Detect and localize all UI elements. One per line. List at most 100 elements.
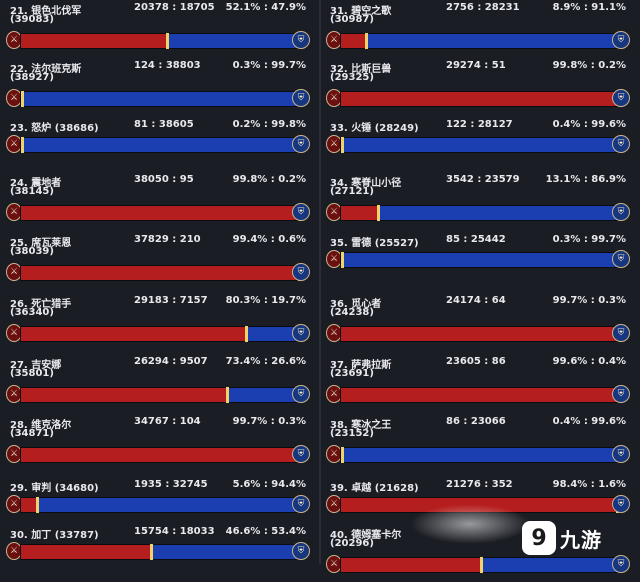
faction-percentages: 46.6% : 53.4% (225, 526, 306, 537)
server-entry: 29. 审判 (34680) 1935 : 32745 5.6% : 94.4% ⚔ ⛨ (6, 477, 314, 535)
server-name-text: 雷德 (351, 238, 372, 249)
server-name-text: 寒脊山小径 (351, 178, 402, 189)
server-name: 39. 卓越 (21628) (330, 479, 419, 494)
horde-share-fill (21, 34, 167, 48)
faction-percentages: 99.4% : 0.6% (232, 234, 306, 245)
server-name-text: 震地者 (31, 178, 62, 189)
alliance-icon: ⛨ (612, 135, 630, 153)
server-rank: 30. (10, 530, 28, 541)
watermark-logo-icon: 9 (522, 521, 556, 555)
ratio-marker (150, 544, 154, 560)
faction-percentages: 0.4% : 99.6% (552, 119, 626, 130)
ratio-marker (480, 557, 483, 573)
watermark-text: 九游 (560, 527, 602, 552)
server-name-text: 银色北伐军 (31, 6, 82, 17)
server-name-text: 觅心者 (351, 299, 382, 310)
server-name-text: 怒炉 (31, 123, 52, 134)
alliance-icon: ⛨ (612, 385, 630, 403)
faction-ratio-bar (340, 205, 622, 221)
faction-percentages: 52.1% : 47.9% (225, 2, 306, 13)
ratio-marker (341, 137, 345, 153)
server-population: (38927) (10, 72, 54, 83)
faction-counts: 15754 : 18033 (134, 526, 215, 537)
alliance-icon: ⛨ (292, 263, 310, 281)
alliance-icon: ⛨ (292, 542, 310, 560)
faction-ratio-bar (340, 252, 622, 268)
faction-ratio-bar (20, 497, 302, 513)
right-column: 31. 碧空之歌 (30987) 2756 : 28231 8.9% : 91.1% ⚔… (320, 0, 640, 573)
faction-percentages: 5.6% : 94.4% (232, 479, 306, 490)
server-name: 35. 雷德 (25527) (330, 234, 419, 249)
alliance-icon: ⛨ (292, 203, 310, 221)
faction-percentages: 73.4% : 26.6% (225, 356, 306, 367)
server-population: (38145) (10, 186, 54, 197)
faction-counts: 85 : 25442 (446, 234, 506, 245)
server-rank: 29. (10, 483, 28, 494)
server-name-text: 死亡猎手 (31, 299, 72, 310)
faction-percentages: 98.4% : 1.6% (552, 479, 626, 490)
watermark-glow (410, 504, 530, 544)
server-name: 36. 觅心者 (330, 295, 381, 310)
server-rank: 27. (10, 360, 28, 371)
server-name: 25. 席瓦莱恩 (10, 234, 71, 249)
server-population: (39083) (10, 14, 54, 25)
ratio-marker (20, 137, 24, 153)
faction-ratio-bar (20, 544, 302, 560)
server-population: (35801) (10, 368, 54, 379)
alliance-icon: ⛨ (612, 445, 630, 463)
server-entry: 26. 死亡猎手 (36340) 29183 : 7157 80.3% : 19.7%… (6, 293, 314, 351)
faction-counts: 23605 : 86 (446, 356, 506, 367)
faction-percentages: 0.2% : 99.8% (232, 119, 306, 130)
server-entry: 21. 银色北伐军 (39083) 20378 : 18705 52.1% : 47.… (6, 0, 314, 58)
server-rank: 22. (10, 64, 28, 75)
faction-ratio-bar (340, 137, 622, 153)
faction-counts: 24174 : 64 (446, 295, 506, 306)
server-name-text: 德姆塞卡尔 (351, 530, 402, 541)
alliance-icon: ⛨ (292, 31, 310, 49)
faction-percentages: 99.7% : 0.3% (552, 295, 626, 306)
server-name-text: 比斯巨兽 (351, 64, 392, 75)
faction-percentages: 0.4% : 99.6% (552, 416, 626, 427)
server-entry: 32. 比斯巨兽 (29325) 29274 : 51 99.8% : 0.2% ⚔ ⛨ (326, 58, 634, 116)
horde-share-fill (341, 327, 621, 341)
server-name-text: 吉安娜 (31, 360, 62, 371)
server-population: (20296) (330, 538, 374, 549)
ratio-marker (340, 252, 344, 268)
horde-share-fill (21, 266, 300, 280)
faction-counts: 21276 : 352 (446, 479, 513, 490)
server-rank: 26. (10, 299, 28, 310)
server-rank: 36. (330, 299, 348, 310)
horde-share-fill (341, 388, 620, 402)
server-rank: 37. (330, 360, 348, 371)
server-entry: 24. 震地者 (38145) 38050 : 95 99.8% : 0.2% ⚔ ⛨ (6, 172, 314, 230)
faction-ratio-bar (20, 91, 302, 107)
horde-share-fill (341, 206, 378, 220)
server-population: (34871) (10, 428, 54, 439)
alliance-icon: ⛨ (612, 250, 630, 268)
server-rank: 25. (10, 238, 28, 249)
server-population: (23691) (330, 368, 374, 379)
server-rank: 23. (10, 123, 28, 134)
server-entry: 38. 寒冰之王 (23152) 86 : 23066 0.4% : 99.6% ⚔ ⛨ (326, 414, 634, 472)
ratio-marker (35, 497, 39, 513)
server-rank: 28. (10, 420, 28, 431)
server-entry: 33. 火锤 (28249) 122 : 28127 0.4% : 99.6% ⚔ ⛨ (326, 117, 634, 175)
faction-counts: 124 : 38803 (134, 60, 201, 71)
server-population: (28249) (374, 123, 419, 134)
faction-ratio-bar (20, 205, 303, 221)
server-rank: 32. (330, 64, 348, 75)
horde-share-fill (21, 448, 301, 462)
horde-share-fill (21, 327, 246, 341)
server-entry: 30. 加丁 (33787) 15754 : 18033 46.6% : 53.4%… (6, 524, 314, 582)
server-rank: 33. (330, 123, 348, 134)
server-name: 38. 寒冰之王 (330, 416, 391, 431)
server-entry: 23. 怒炉 (38686) 81 : 38605 0.2% : 99.8% ⚔ ⛨ (6, 117, 314, 175)
server-entry: 34. 寒脊山小径 (27121) 3542 : 23579 13.1% : 86.9… (326, 172, 634, 230)
alliance-icon: ⛨ (292, 89, 310, 107)
server-rank: 39. (330, 483, 348, 494)
faction-counts: 86 : 23066 (446, 416, 506, 427)
server-rank: 21. (10, 6, 28, 17)
faction-ratio-bar (20, 447, 303, 463)
server-name-text: 维克洛尔 (31, 420, 72, 431)
server-population: (25527) (374, 238, 419, 249)
